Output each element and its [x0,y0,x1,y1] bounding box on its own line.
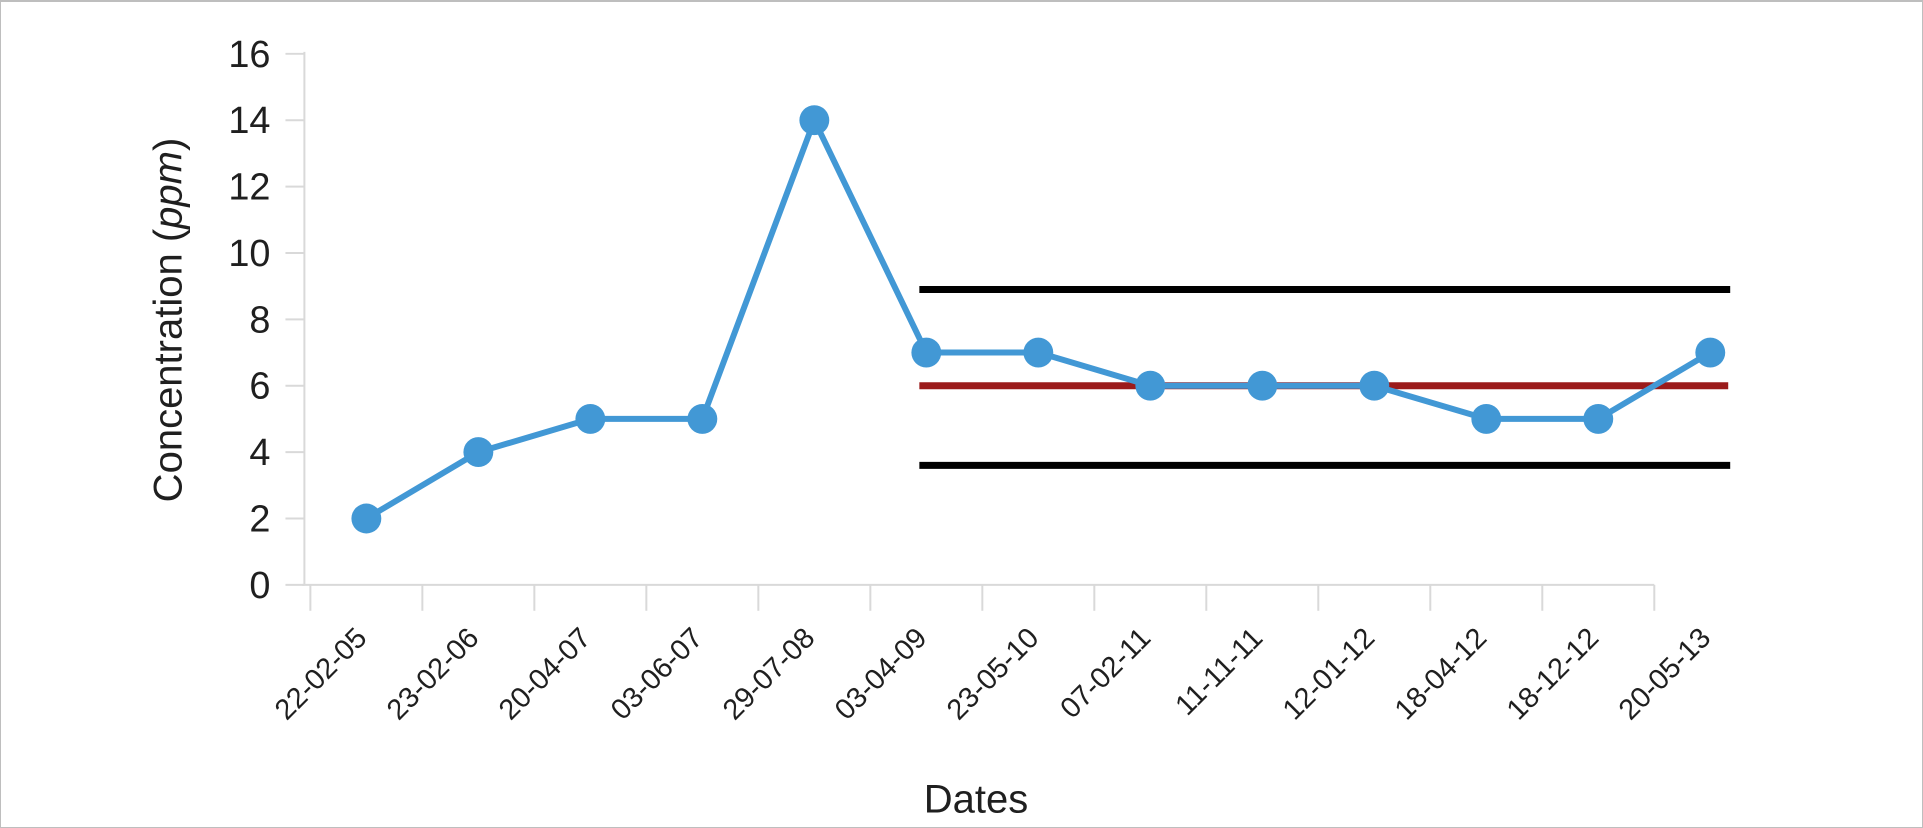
y-tick-label: 14 [228,100,270,142]
x-tick-label: 20-04-07 [493,622,597,726]
data-point [1135,370,1166,401]
y-tick-label: 12 [228,167,270,209]
y-tick-label: 2 [249,498,270,540]
x-tick-label: 11-11-11 [1169,622,1269,722]
x-tick-label: 12-01-12 [1277,622,1381,726]
data-point [463,437,494,468]
data-point [1695,337,1726,368]
y-axis-title-suffix: ) [146,137,191,152]
y-axis-title: Concentration (ppm) [147,138,192,503]
x-tick-label: 18-04-12 [1389,622,1493,726]
y-tick-label: 16 [228,34,270,76]
x-tick-label: 03-06-07 [605,622,709,726]
y-axis-title-unit: ppm [146,151,191,229]
data-point [351,503,382,534]
data-point [1023,337,1054,368]
data-point [687,403,718,434]
y-tick-label: 8 [249,299,270,341]
x-tick-label: 29-07-08 [717,622,821,726]
data-point [799,105,830,136]
y-axis-title-prefix: Concentration ( [146,228,191,503]
x-tick-label: 07-02-11 [1054,622,1157,725]
x-tick-label: 03-04-09 [829,622,933,726]
data-point [1471,403,1502,434]
data-point [575,403,606,434]
y-tick-label: 4 [249,432,270,474]
x-axis-title: Dates [923,777,1029,822]
data-point [1359,370,1390,401]
series-line [363,117,1714,522]
data-point [1247,370,1278,401]
x-tick-label: 23-02-06 [381,622,485,726]
x-tick-label: 18-12-12 [1501,622,1605,726]
x-tick-label: 20-05-13 [1613,622,1717,726]
data-point [1583,403,1614,434]
y-tick-label: 10 [228,233,270,275]
data-point [911,337,942,368]
x-tick-label: 23-05-10 [941,622,1045,726]
y-tick-label: 6 [249,366,270,408]
y-tick-label: 0 [249,565,270,607]
x-tick-label: 22-02-05 [269,622,373,726]
